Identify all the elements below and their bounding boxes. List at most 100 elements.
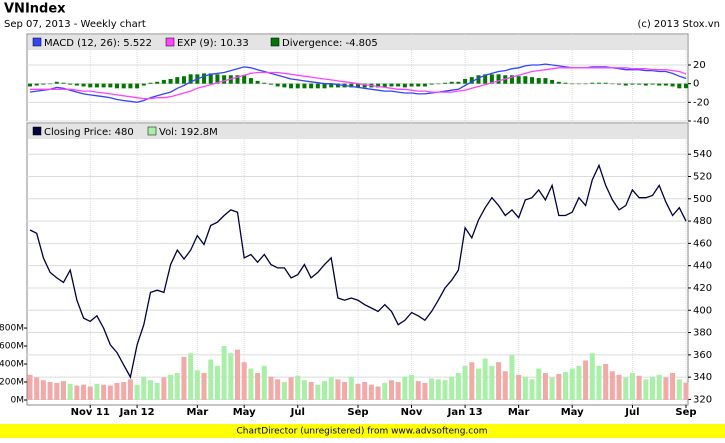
bar xyxy=(684,83,688,89)
bar xyxy=(609,371,615,400)
bar xyxy=(135,83,140,89)
bar xyxy=(422,382,428,400)
bar xyxy=(409,374,415,400)
bar xyxy=(355,383,361,400)
bar xyxy=(288,377,294,400)
line xyxy=(29,163,687,379)
bar xyxy=(168,374,174,400)
y-tick-label: 380 xyxy=(693,328,712,339)
y-tick-label: 320 xyxy=(693,394,712,405)
bar xyxy=(322,83,327,89)
y-tick-label: 400 xyxy=(693,305,712,316)
bar xyxy=(603,364,609,400)
bar xyxy=(429,83,434,85)
bar xyxy=(402,83,407,88)
bar xyxy=(530,77,535,84)
bar xyxy=(456,81,461,84)
bar xyxy=(161,79,166,84)
bar xyxy=(509,355,515,400)
bar xyxy=(637,83,642,85)
bar xyxy=(469,77,474,84)
bar xyxy=(228,353,234,400)
y2-tick-label: 0M xyxy=(11,396,25,406)
bar xyxy=(329,83,334,88)
bar xyxy=(47,382,53,400)
bar xyxy=(41,83,46,85)
y2-tick-label: 800M xyxy=(0,324,24,334)
bar xyxy=(489,365,495,400)
bar xyxy=(617,83,622,85)
bar xyxy=(309,83,314,89)
bar xyxy=(54,81,59,84)
bar xyxy=(542,373,548,400)
bar xyxy=(208,73,213,84)
bar xyxy=(416,83,421,87)
bar xyxy=(34,377,40,400)
bar xyxy=(629,373,635,400)
bar xyxy=(382,382,388,400)
bar xyxy=(134,384,140,400)
x-tick-label: Sep xyxy=(347,407,368,418)
bar xyxy=(449,376,455,400)
legend-label: MACD (12, 26): 5.522 xyxy=(44,38,152,49)
bar xyxy=(268,376,274,400)
bar xyxy=(483,74,488,84)
bar xyxy=(523,76,528,84)
bar xyxy=(375,386,381,400)
bar xyxy=(677,83,682,89)
bar xyxy=(74,83,79,86)
bar xyxy=(268,83,273,85)
bar xyxy=(201,373,207,400)
x-tick-label: Mar xyxy=(187,407,209,418)
bar xyxy=(181,356,187,400)
bar xyxy=(516,76,521,84)
bar xyxy=(616,374,622,400)
bar xyxy=(127,379,133,400)
bar xyxy=(389,83,394,87)
bar xyxy=(74,385,80,400)
bar xyxy=(248,368,254,400)
bar xyxy=(141,376,147,400)
bar xyxy=(663,83,668,86)
bar xyxy=(174,373,180,400)
bar xyxy=(623,83,628,86)
bar xyxy=(475,368,481,400)
bar xyxy=(214,365,220,400)
bar xyxy=(463,79,468,84)
bar xyxy=(543,78,548,84)
footer-bar xyxy=(0,424,725,438)
bar xyxy=(275,379,281,400)
bar xyxy=(202,73,207,84)
legend-label: Vol: 192.8M xyxy=(159,127,218,138)
bar xyxy=(81,384,87,400)
bar xyxy=(583,360,589,400)
bar xyxy=(663,377,669,400)
bar xyxy=(455,373,461,400)
legend-label: Divergence: -4.805 xyxy=(282,38,378,49)
bar xyxy=(175,77,180,84)
bar xyxy=(328,377,334,400)
y-tick-label: 420 xyxy=(693,283,712,294)
legend-label: Closing Price: 480 xyxy=(44,127,134,138)
x-tick-label: Jul xyxy=(624,407,639,418)
bar xyxy=(589,353,595,400)
bar xyxy=(349,83,354,88)
bar xyxy=(28,83,32,87)
bar xyxy=(576,83,581,85)
bar xyxy=(496,362,502,400)
bar xyxy=(34,83,39,86)
bar xyxy=(482,358,488,400)
legend-swatch xyxy=(165,37,175,47)
bar xyxy=(415,381,421,400)
bar xyxy=(650,83,655,85)
bar xyxy=(636,375,642,400)
bar xyxy=(67,383,73,400)
x-tick-label: Nov xyxy=(401,407,423,418)
y-tick-label: 0 xyxy=(693,79,699,90)
bar xyxy=(154,382,160,400)
bar xyxy=(476,75,481,84)
bar xyxy=(81,83,86,87)
bar xyxy=(656,374,662,400)
